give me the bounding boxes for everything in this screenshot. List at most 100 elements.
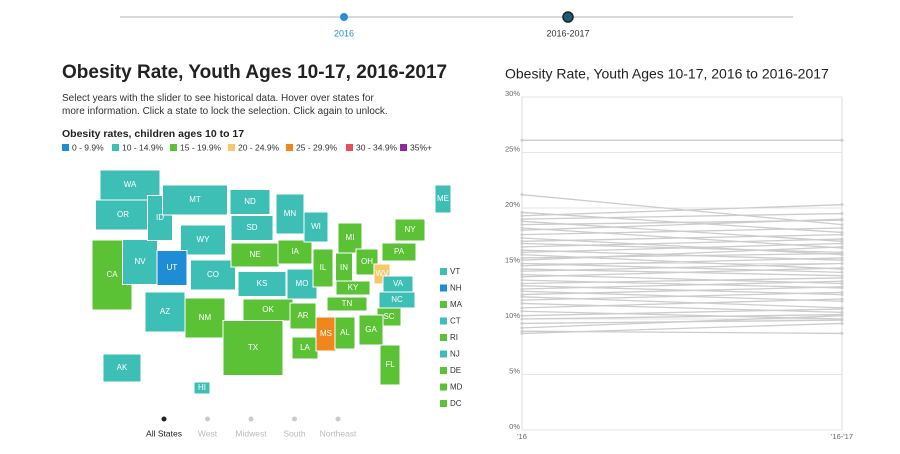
- state-label: CO: [207, 270, 219, 279]
- series-line[interactable]: [521, 252, 843, 259]
- legend-label: 35%+: [410, 142, 432, 152]
- state-label: ID: [156, 213, 164, 222]
- small-state-swatch[interactable]: [440, 317, 447, 325]
- small-state-swatch[interactable]: [440, 367, 447, 374]
- series-line[interactable]: [521, 277, 843, 285]
- series-line[interactable]: [521, 218, 843, 231]
- state[interactable]: [222, 320, 284, 376]
- legend-title: Obesity rates, children ages 10 to 17: [62, 128, 245, 140]
- state[interactable]: [355, 248, 379, 276]
- small-state-swatch[interactable]: [440, 301, 447, 308]
- series-point: [520, 250, 524, 254]
- slider-handle[interactable]: [562, 11, 574, 23]
- small-state-swatch[interactable]: [440, 350, 447, 358]
- series-point: [520, 248, 524, 252]
- map-description: Select years with the slider to see hist…: [62, 93, 388, 117]
- small-state-label: NJ: [450, 350, 460, 359]
- series-point: [840, 285, 844, 289]
- series-line[interactable]: [521, 280, 843, 290]
- state[interactable]: [184, 297, 226, 339]
- series-line[interactable]: [521, 227, 843, 236]
- series-line[interactable]: [521, 257, 843, 267]
- state[interactable]: [312, 248, 334, 288]
- state[interactable]: [190, 259, 236, 291]
- small-state-swatch[interactable]: [440, 383, 447, 391]
- series-line[interactable]: [521, 313, 843, 320]
- state[interactable]: [335, 280, 371, 296]
- series-point: [840, 217, 844, 221]
- state[interactable]: [289, 302, 317, 330]
- slider-stop[interactable]: [340, 13, 348, 21]
- series-line[interactable]: [521, 242, 843, 254]
- state[interactable]: [275, 193, 305, 235]
- state[interactable]: [303, 211, 329, 243]
- state[interactable]: [381, 242, 417, 262]
- series-line[interactable]: [521, 238, 843, 248]
- region-dot[interactable]: [335, 416, 341, 422]
- series-point: [520, 317, 524, 321]
- state[interactable]: [337, 222, 363, 254]
- state[interactable]: [237, 271, 287, 297]
- state[interactable]: [180, 224, 226, 256]
- series-line[interactable]: [521, 279, 843, 289]
- state-label: KS: [257, 279, 268, 288]
- series-line[interactable]: [521, 322, 843, 335]
- state[interactable]: [162, 184, 228, 216]
- region-label: Northeast: [320, 428, 357, 438]
- state[interactable]: [326, 296, 368, 312]
- state[interactable]: [156, 250, 188, 286]
- series-point: [520, 273, 524, 277]
- series-line[interactable]: [521, 204, 843, 217]
- series-line[interactable]: [521, 291, 843, 301]
- series-point: [840, 258, 844, 262]
- small-state-swatch[interactable]: [440, 400, 447, 407]
- series-point: [840, 310, 844, 314]
- small-state-swatch[interactable]: [440, 334, 447, 341]
- series-line[interactable]: [521, 302, 843, 313]
- series-point: [520, 314, 524, 318]
- series-line[interactable]: [521, 308, 843, 317]
- small-state-swatch[interactable]: [440, 284, 447, 292]
- state[interactable]: [394, 218, 426, 242]
- state[interactable]: [95, 199, 151, 231]
- state[interactable]: [286, 268, 318, 300]
- state-label: IL: [320, 263, 327, 272]
- series-line[interactable]: [521, 315, 843, 329]
- series-line[interactable]: [521, 212, 843, 220]
- map-title: Obesity Rate, Youth Ages 10-17, 2016-201…: [62, 62, 448, 83]
- state[interactable]: [230, 215, 274, 241]
- y-tick-label: 15%: [505, 255, 520, 264]
- state[interactable]: [193, 381, 211, 395]
- region-dot[interactable]: [205, 416, 210, 422]
- series-line[interactable]: [521, 262, 843, 272]
- state[interactable]: [379, 344, 401, 386]
- series-point: [520, 193, 524, 197]
- region-dot[interactable]: [292, 416, 297, 422]
- state-label: WA: [124, 180, 137, 189]
- series-line[interactable]: [521, 233, 843, 242]
- state-label: OK: [262, 305, 274, 314]
- state-label: AR: [297, 311, 308, 320]
- legend-label: 10 - 14.9%: [122, 142, 164, 152]
- small-state-swatch[interactable]: [440, 268, 447, 275]
- state-label: OR: [117, 210, 129, 219]
- series-point: [840, 293, 844, 297]
- state[interactable]: [358, 314, 384, 346]
- slider-label: 2016-2017: [546, 28, 589, 38]
- state[interactable]: [229, 189, 271, 215]
- state-label: MI: [346, 233, 355, 242]
- series-point: [520, 267, 524, 271]
- series-line[interactable]: [521, 246, 843, 261]
- state[interactable]: [434, 184, 452, 214]
- state-label: SD: [246, 223, 257, 232]
- region-dot[interactable]: [161, 416, 167, 422]
- series-line[interactable]: [521, 286, 843, 296]
- series-line[interactable]: [521, 267, 843, 278]
- series-line[interactable]: [521, 298, 843, 309]
- state[interactable]: [277, 239, 313, 265]
- region-dot[interactable]: [248, 416, 254, 422]
- state[interactable]: [334, 316, 356, 350]
- small-state-label: MD: [450, 383, 463, 392]
- series-point: [520, 258, 524, 262]
- state[interactable]: [102, 353, 142, 383]
